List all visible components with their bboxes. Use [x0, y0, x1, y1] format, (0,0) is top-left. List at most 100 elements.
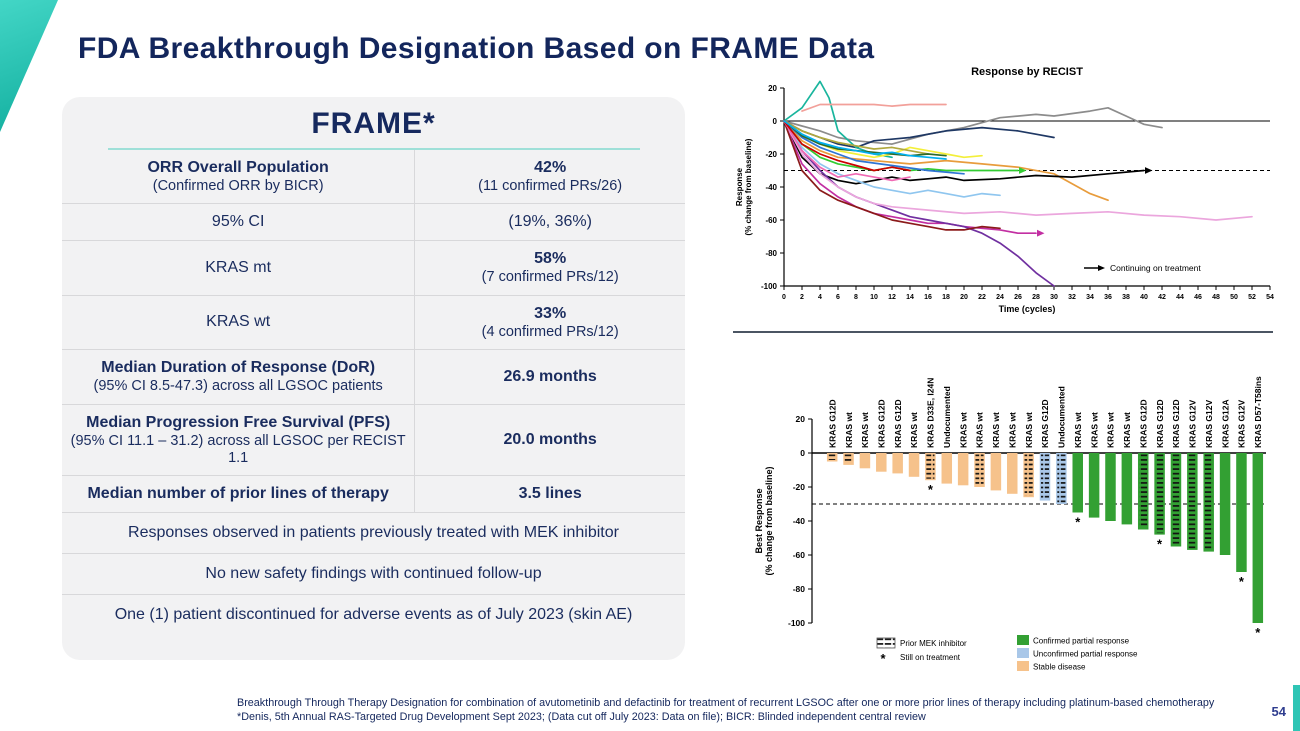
- svg-text:50: 50: [1230, 294, 1238, 301]
- svg-text:KRAS G12D: KRAS G12D: [1040, 399, 1050, 448]
- footnote-line-1: Breakthrough Through Therapy Designation…: [237, 697, 1215, 709]
- svg-text:8: 8: [854, 294, 858, 301]
- svg-text:KRAS G12D: KRAS G12D: [893, 399, 903, 448]
- svg-text:Confirmed partial response: Confirmed partial response: [1033, 637, 1130, 646]
- slide-title: FDA Breakthrough Designation Based on FR…: [78, 32, 875, 66]
- svg-text:48: 48: [1212, 294, 1220, 301]
- svg-text:-100: -100: [788, 618, 805, 628]
- frame-card-title: FRAME*: [311, 107, 436, 140]
- svg-text:*: *: [1239, 574, 1245, 589]
- svg-text:-40: -40: [793, 516, 806, 526]
- svg-text:44: 44: [1176, 294, 1184, 301]
- svg-text:KRAS G12D: KRAS G12D: [1171, 399, 1181, 448]
- svg-text:24: 24: [996, 294, 1004, 301]
- svg-text:KRAS G12V: KRAS G12V: [1204, 399, 1214, 448]
- svg-text:-20: -20: [793, 482, 806, 492]
- frame-table-row: KRAS wt 33% (4 confirmed PRs/12): [62, 295, 685, 351]
- svg-text:KRAS wt: KRAS wt: [909, 412, 919, 448]
- svg-text:Response by RECIST: Response by RECIST: [971, 66, 1083, 78]
- svg-text:32: 32: [1068, 294, 1076, 301]
- svg-text:0: 0: [782, 294, 786, 301]
- svg-text:52: 52: [1248, 294, 1256, 301]
- svg-text:KRAS wt: KRAS wt: [1073, 412, 1083, 448]
- svg-text:-80: -80: [793, 584, 806, 594]
- frame-table-row: Median number of prior lines of therapy 3…: [62, 476, 685, 514]
- svg-text:20: 20: [768, 84, 777, 93]
- svg-text:KRAS G12D: KRAS G12D: [827, 399, 837, 448]
- frame-table-row: ORR Overall Population (Confirmed ORR by …: [62, 150, 685, 205]
- svg-text:Prior MEK inhibitor: Prior MEK inhibitor: [900, 639, 967, 648]
- svg-text:KRAS wt: KRAS wt: [844, 412, 854, 448]
- footnote-line-2: *Denis, 5th Annual RAS-Targeted Drug Dev…: [237, 711, 926, 724]
- svg-text:38: 38: [1122, 294, 1130, 301]
- svg-text:6: 6: [836, 294, 840, 301]
- svg-text:36: 36: [1104, 294, 1112, 301]
- svg-text:KRAS wt: KRAS wt: [860, 412, 870, 448]
- svg-text:*: *: [928, 482, 934, 497]
- svg-text:*: *: [880, 651, 886, 666]
- frame-table-row: Median Duration of Response (DoR) (95% CI…: [62, 350, 685, 405]
- svg-text:54: 54: [1266, 294, 1274, 301]
- svg-text:18: 18: [942, 294, 950, 301]
- svg-text:KRAS wt: KRAS wt: [958, 412, 968, 448]
- svg-text:-100: -100: [761, 282, 778, 291]
- svg-text:KRAS G12V: KRAS G12V: [1188, 399, 1198, 448]
- best-response-waterfall-chart: 20 0 -20 -40 -60 -80 -100 Best Response(% chang…: [754, 376, 1266, 672]
- chart-divider: [733, 331, 1273, 333]
- svg-text:20: 20: [796, 414, 806, 424]
- svg-text:KRAS wt: KRAS wt: [991, 412, 1001, 448]
- svg-text:KRAS wt: KRAS wt: [1106, 412, 1116, 448]
- svg-text:28: 28: [1032, 294, 1040, 301]
- svg-text:KRAS wt: KRAS wt: [975, 412, 985, 448]
- svg-text:KRAS wt: KRAS wt: [1089, 412, 1099, 448]
- svg-text:KRAS G12D: KRAS G12D: [876, 399, 886, 448]
- svg-text:Stable disease: Stable disease: [1033, 663, 1086, 672]
- svg-text:34: 34: [1086, 294, 1094, 301]
- svg-text:4: 4: [818, 294, 822, 301]
- svg-text:KRAS D57-T58ins: KRAS D57-T58ins: [1253, 376, 1263, 448]
- svg-text:-40: -40: [765, 183, 777, 192]
- frame-table-row: KRAS mt 58% (7 confirmed PRs/12): [62, 241, 685, 296]
- svg-text:*: *: [1157, 537, 1163, 552]
- svg-text:Unconfirmed partial response: Unconfirmed partial response: [1033, 650, 1138, 659]
- svg-text:KRAS G12A: KRAS G12A: [1220, 399, 1230, 448]
- svg-text:-20: -20: [765, 150, 777, 159]
- svg-text:22: 22: [978, 294, 986, 301]
- svg-text:KRAS G12D: KRAS G12D: [1155, 399, 1165, 448]
- svg-text:42: 42: [1158, 294, 1166, 301]
- svg-text:KRAS D33E, I24N: KRAS D33E, I24N: [926, 378, 936, 448]
- svg-text:10: 10: [870, 294, 878, 301]
- svg-text:14: 14: [906, 294, 914, 301]
- frame-table: ORR Overall Population (Confirmed ORR by …: [62, 150, 685, 635]
- svg-text:0: 0: [773, 117, 778, 126]
- page-edge-accent: [1293, 685, 1300, 731]
- frame-table-note: Responses observed in patients previousl…: [62, 513, 685, 555]
- svg-text:Undocumented: Undocumented: [942, 386, 952, 448]
- frame-table-note: One (1) patient discontinued for adverse…: [114, 606, 633, 624]
- svg-text:KRAS G12V: KRAS G12V: [1237, 399, 1247, 448]
- svg-text:Time (cycles): Time (cycles): [999, 304, 1056, 314]
- svg-text:40: 40: [1140, 294, 1148, 301]
- footnote: Breakthrough Through Therapy Designation…: [237, 696, 1252, 724]
- svg-text:KRAS wt: KRAS wt: [1007, 412, 1017, 448]
- svg-text:*: *: [1255, 625, 1261, 640]
- svg-text:KRAS wt: KRAS wt: [1024, 412, 1034, 448]
- frame-table-row: Median Progression Free Survival (PFS) (9…: [62, 404, 685, 477]
- svg-text:Best Response(% change from ba: Best Response(% change from baseline): [754, 466, 774, 575]
- svg-text:-60: -60: [765, 216, 777, 225]
- svg-text:46: 46: [1194, 294, 1202, 301]
- svg-text:Continuing on treatment: Continuing on treatment: [1110, 263, 1201, 273]
- svg-text:Response(% change from baselin: Response(% change from baseline): [735, 138, 753, 235]
- svg-text:20: 20: [960, 294, 968, 301]
- page-number: 54: [1271, 704, 1286, 719]
- svg-text:12: 12: [888, 294, 896, 301]
- svg-text:2: 2: [800, 294, 804, 301]
- corner-accent-triangle: [0, 0, 58, 132]
- svg-text:26: 26: [1014, 294, 1022, 301]
- svg-text:Undocumented: Undocumented: [1057, 386, 1067, 448]
- svg-text:30: 30: [1050, 294, 1058, 301]
- svg-text:-60: -60: [793, 550, 806, 560]
- svg-text:0: 0: [800, 448, 805, 458]
